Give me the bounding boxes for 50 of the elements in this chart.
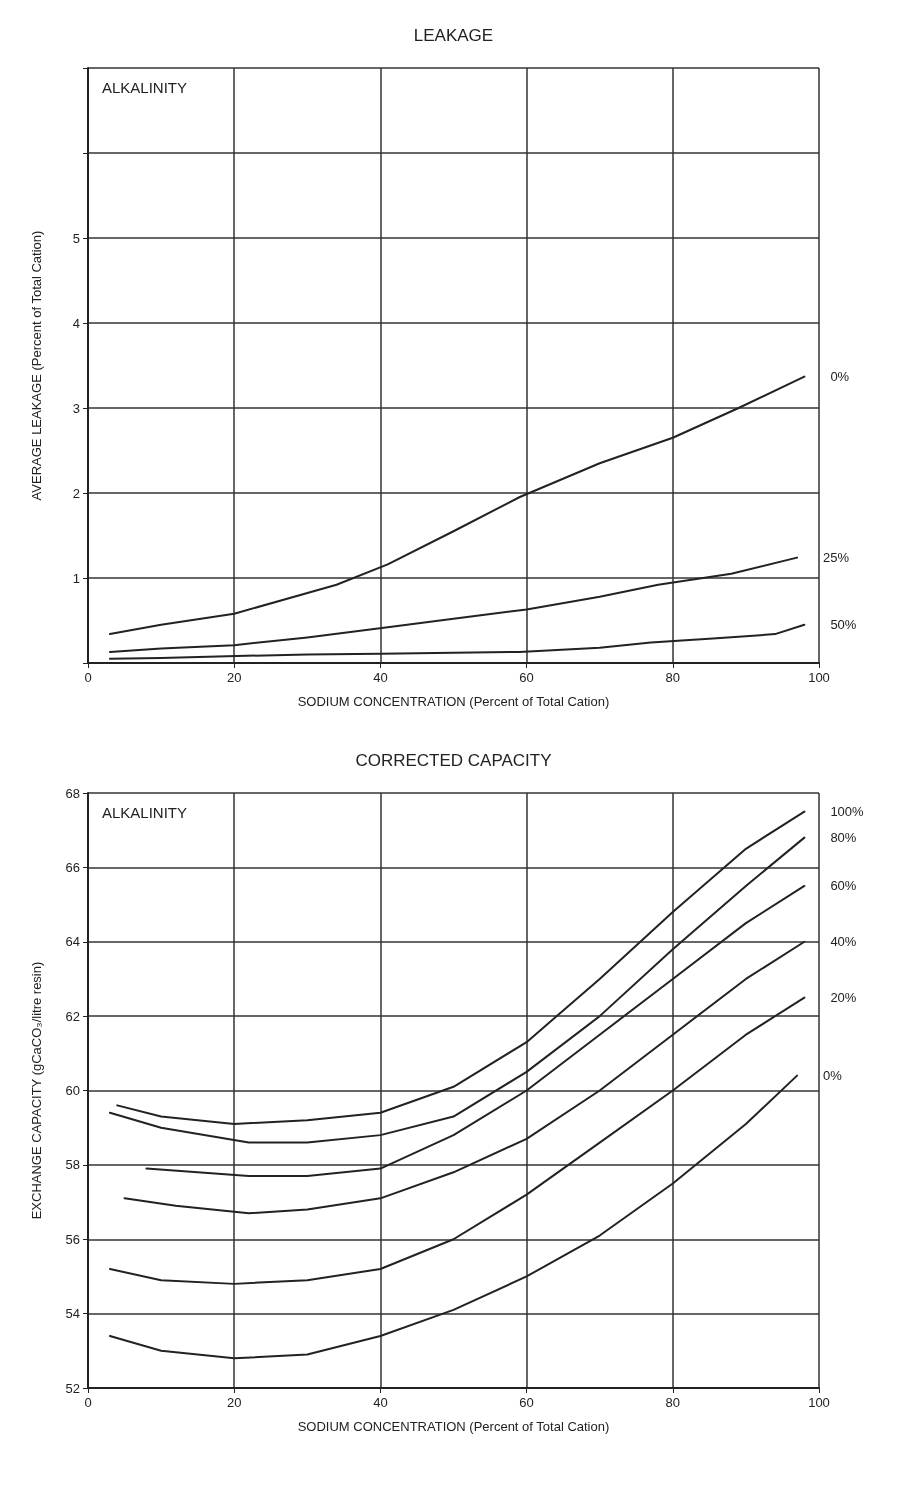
y-tick-label: 54 [65, 1306, 80, 1322]
line-series [108, 1074, 799, 1360]
x-tick-label: 100 [808, 670, 830, 685]
y-tick-label: 5 [72, 230, 80, 246]
legend-title: ALKALINITY [102, 79, 188, 96]
y-tick-label: 66 [65, 859, 80, 875]
x-tick-label: 0 [84, 670, 92, 685]
x-tick-label: 60 [519, 670, 534, 685]
y-tick-label: 58 [65, 1157, 80, 1173]
x-axis-title: SODIUM CONCENTRATION (Percent of Total Cation) [297, 694, 610, 709]
y-tick-label: 3 [72, 400, 80, 416]
line-series [108, 375, 806, 636]
chart-title: LEAKAGE [413, 26, 494, 45]
y-tick-label: 64 [65, 934, 80, 950]
line-series [108, 996, 806, 1285]
y-tick-label: 56 [65, 1231, 80, 1247]
x-tick-label: 20 [226, 670, 242, 685]
series-label: 50% [830, 617, 857, 633]
x-tick-label: 60 [519, 1395, 534, 1410]
series-label: 100% [830, 804, 865, 820]
series-label: 80% [830, 830, 857, 846]
line-series [145, 884, 806, 1178]
line-series [108, 556, 799, 653]
series-label: 40% [830, 934, 857, 950]
x-tick-label: 80 [665, 1395, 681, 1410]
chart-title: CORRECTED CAPACITY [355, 751, 552, 770]
y-tick-label: 52 [65, 1380, 80, 1396]
series-label: 60% [830, 878, 857, 894]
y-axis-title: EXCHANGE CAPACITY (gCaCO₃/litre resin) [29, 961, 44, 1220]
x-tick-label: 100 [808, 1395, 830, 1410]
series-label: 20% [830, 990, 857, 1006]
line-series [123, 940, 806, 1215]
x-axis-title: SODIUM CONCENTRATION (Percent of Total Cation) [297, 1419, 610, 1434]
y-tick-label: 62 [65, 1008, 80, 1024]
y-tick-label: 1 [72, 570, 80, 586]
series-label: 0% [823, 1068, 843, 1084]
series-label: 25% [823, 550, 850, 566]
legend-title: ALKALINITY [102, 804, 188, 821]
y-tick-label: 2 [72, 485, 80, 501]
series-label: 0% [830, 369, 850, 385]
y-tick-label: 68 [65, 785, 80, 801]
y-axis-title: AVERAGE LEAKAGE (Percent of Total Cation) [29, 230, 44, 501]
line-series [108, 623, 806, 660]
x-tick-label: 80 [665, 670, 681, 685]
y-tick-label: 4 [72, 315, 80, 331]
x-tick-label: 20 [226, 1395, 242, 1410]
x-tick-label: 40 [373, 670, 388, 685]
y-tick-label: 60 [65, 1083, 80, 1098]
x-tick-label: 0 [84, 1395, 92, 1410]
x-tick-label: 40 [373, 1395, 388, 1410]
